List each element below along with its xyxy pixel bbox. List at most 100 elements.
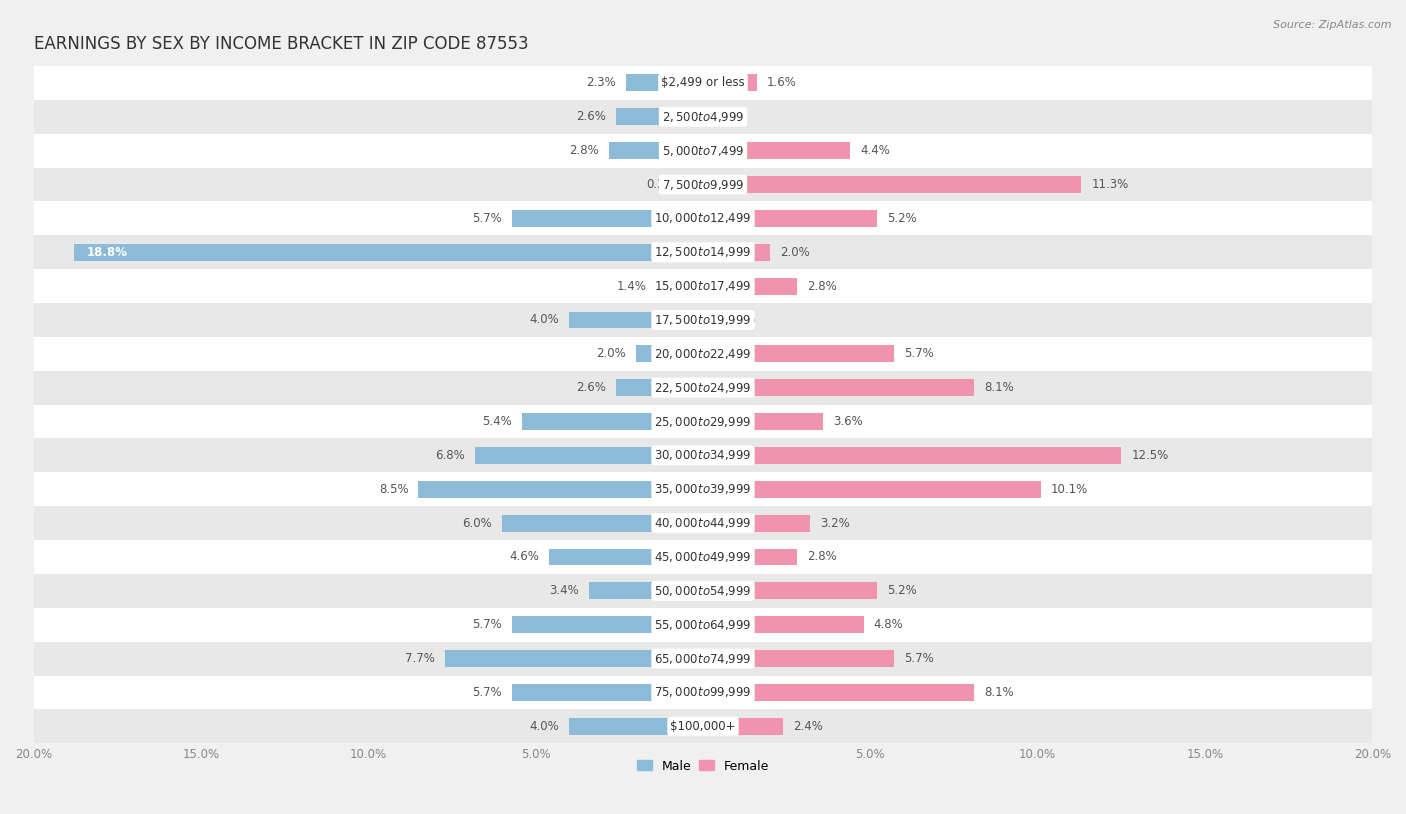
Text: $100,000+: $100,000+ (671, 720, 735, 733)
Text: 8.5%: 8.5% (378, 483, 409, 496)
Text: Source: ZipAtlas.com: Source: ZipAtlas.com (1274, 20, 1392, 30)
Text: 2.6%: 2.6% (576, 111, 606, 123)
Bar (34, 574, 1372, 608)
Text: 4.8%: 4.8% (873, 618, 904, 631)
Text: $2,500 to $4,999: $2,500 to $4,999 (662, 110, 744, 124)
Bar (34, 100, 1372, 133)
Text: 7.7%: 7.7% (405, 652, 436, 665)
Text: 0.4%: 0.4% (727, 313, 756, 326)
Text: $2,499 or less: $2,499 or less (661, 77, 745, 90)
Text: $30,000 to $34,999: $30,000 to $34,999 (654, 449, 752, 462)
Bar (34, 370, 1372, 405)
Bar (703, 278, 797, 295)
Bar (34, 608, 1372, 641)
Text: 10.1%: 10.1% (1052, 483, 1088, 496)
Bar (626, 75, 703, 91)
Bar (34, 641, 1372, 676)
Text: 11.3%: 11.3% (1091, 178, 1129, 191)
Text: 2.4%: 2.4% (793, 720, 824, 733)
Bar (657, 278, 703, 295)
Bar (34, 303, 1372, 337)
Text: 18.8%: 18.8% (87, 246, 128, 259)
Bar (569, 312, 703, 328)
Text: 8.1%: 8.1% (984, 686, 1014, 699)
Bar (703, 514, 810, 532)
Bar (34, 506, 1372, 540)
Bar (34, 337, 1372, 370)
Bar (34, 709, 1372, 743)
Text: 3.6%: 3.6% (834, 415, 863, 428)
Text: $25,000 to $29,999: $25,000 to $29,999 (654, 414, 752, 428)
Bar (34, 201, 1372, 235)
Bar (616, 379, 703, 396)
Text: 4.4%: 4.4% (860, 144, 890, 157)
Bar (34, 133, 1372, 168)
Text: 0.0%: 0.0% (713, 111, 742, 123)
Bar (609, 142, 703, 159)
Bar (512, 684, 703, 701)
Bar (703, 549, 797, 566)
Bar (522, 413, 703, 430)
Text: 2.0%: 2.0% (596, 348, 626, 361)
Text: $45,000 to $49,999: $45,000 to $49,999 (654, 550, 752, 564)
Text: 3.2%: 3.2% (820, 517, 849, 530)
Bar (512, 210, 703, 227)
Text: 4.6%: 4.6% (509, 550, 538, 563)
Bar (703, 210, 877, 227)
Text: 8.1%: 8.1% (984, 381, 1014, 394)
Bar (703, 718, 783, 735)
Text: EARNINGS BY SEX BY INCOME BRACKET IN ZIP CODE 87553: EARNINGS BY SEX BY INCOME BRACKET IN ZIP… (34, 35, 529, 54)
Text: 2.8%: 2.8% (807, 550, 837, 563)
Text: $35,000 to $39,999: $35,000 to $39,999 (654, 482, 752, 497)
Bar (703, 684, 974, 701)
Text: 0.28%: 0.28% (647, 178, 683, 191)
Text: 5.7%: 5.7% (472, 618, 502, 631)
Bar (703, 176, 1081, 193)
Bar (703, 379, 974, 396)
Text: $7,500 to $9,999: $7,500 to $9,999 (662, 177, 744, 191)
Bar (703, 142, 851, 159)
Bar (548, 549, 703, 566)
Bar (703, 582, 877, 599)
Text: 5.2%: 5.2% (887, 584, 917, 597)
Text: 1.6%: 1.6% (766, 77, 796, 90)
Bar (703, 616, 863, 633)
Text: 6.8%: 6.8% (436, 449, 465, 462)
Text: 4.0%: 4.0% (529, 313, 560, 326)
Text: 2.0%: 2.0% (780, 246, 810, 259)
Bar (34, 439, 1372, 472)
Text: $17,500 to $19,999: $17,500 to $19,999 (654, 313, 752, 327)
Text: 5.7%: 5.7% (904, 652, 934, 665)
Bar (703, 447, 1122, 464)
Text: $55,000 to $64,999: $55,000 to $64,999 (654, 618, 752, 632)
Bar (34, 168, 1372, 201)
Bar (34, 66, 1372, 100)
Text: 2.3%: 2.3% (586, 77, 616, 90)
Text: $5,000 to $7,499: $5,000 to $7,499 (662, 143, 744, 158)
Bar (502, 514, 703, 532)
Text: $50,000 to $54,999: $50,000 to $54,999 (654, 584, 752, 597)
Bar (34, 472, 1372, 506)
Text: 5.4%: 5.4% (482, 415, 512, 428)
Bar (616, 108, 703, 125)
Bar (703, 243, 770, 260)
Text: 5.2%: 5.2% (887, 212, 917, 225)
Text: $15,000 to $17,499: $15,000 to $17,499 (654, 279, 752, 293)
Bar (34, 269, 1372, 303)
Bar (419, 481, 703, 497)
Bar (703, 413, 824, 430)
Bar (703, 481, 1040, 497)
Bar (569, 718, 703, 735)
Text: 12.5%: 12.5% (1132, 449, 1168, 462)
Text: 5.7%: 5.7% (472, 686, 502, 699)
Bar (703, 650, 894, 667)
Text: 3.4%: 3.4% (550, 584, 579, 597)
Bar (73, 243, 703, 260)
Text: 2.6%: 2.6% (576, 381, 606, 394)
Text: $10,000 to $12,499: $10,000 to $12,499 (654, 212, 752, 225)
Bar (34, 676, 1372, 709)
Text: 6.0%: 6.0% (463, 517, 492, 530)
Bar (703, 312, 717, 328)
Bar (703, 345, 894, 362)
Bar (34, 540, 1372, 574)
